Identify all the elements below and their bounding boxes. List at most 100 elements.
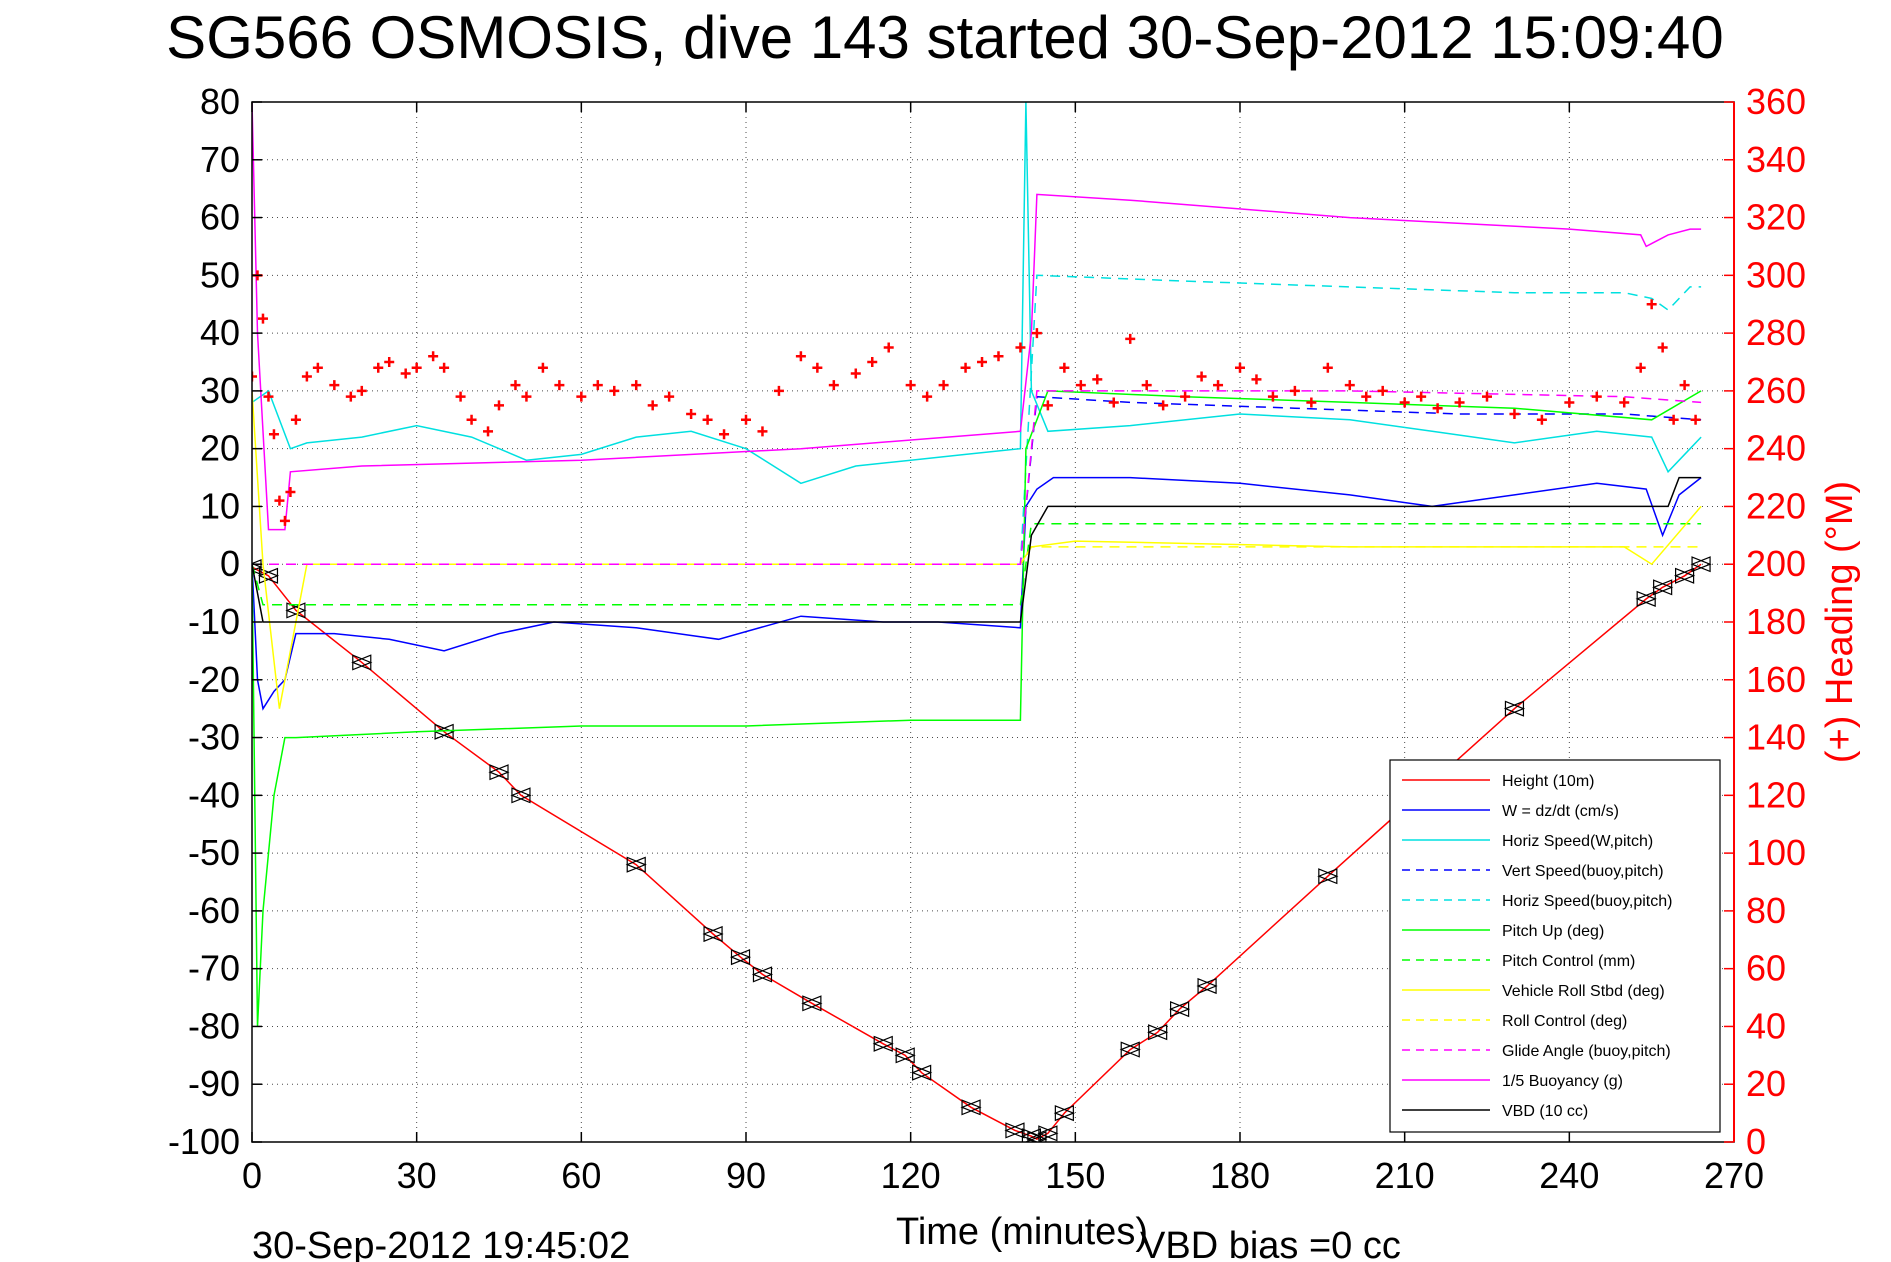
heading-point [345, 391, 356, 402]
heading-point [1289, 385, 1300, 396]
height-marker [488, 764, 509, 781]
heading-point [905, 380, 916, 391]
heading-point [1454, 397, 1465, 408]
heading-point [411, 362, 422, 373]
series-line [252, 102, 1702, 531]
heading-point [537, 362, 548, 373]
footer-timestamp: 30-Sep-2012 19:45:02 [252, 1225, 630, 1262]
legend-entry: Horiz Speed(W,pitch) [1502, 833, 1653, 850]
heading-point [263, 391, 274, 402]
height-marker [1147, 1024, 1168, 1041]
heading-point [1416, 391, 1427, 402]
heading-point [1251, 374, 1262, 385]
y-tick-label: 80 [200, 81, 240, 122]
y-right-tick-label: 280 [1746, 312, 1806, 353]
heading-point [428, 351, 439, 362]
y-right-tick-label: 200 [1746, 543, 1806, 584]
series-12 [252, 270, 1701, 526]
y-tick-label: 10 [200, 485, 240, 526]
heading-point [576, 391, 587, 402]
y-right-tick-label: 80 [1746, 890, 1786, 931]
heading-point [757, 426, 768, 437]
heading-point [1509, 409, 1520, 419]
series-line [252, 395, 1702, 565]
height-marker [1652, 579, 1673, 596]
y-tick-label: 60 [200, 197, 240, 238]
y-right-tick-label: 360 [1746, 81, 1806, 122]
height-marker [1169, 1001, 1190, 1018]
legend-entry: Pitch Control (mm) [1502, 953, 1635, 970]
heading-point [795, 351, 806, 362]
heading-point [1399, 397, 1410, 408]
height-marker [1119, 1041, 1140, 1058]
heading-point [1015, 342, 1026, 353]
y-tick-label: -80 [188, 1005, 240, 1046]
y-right-tick-label: 160 [1746, 659, 1806, 700]
axis-ticks: 0 30 60 90 120 150 180 210 240 270 80 70 60 50 40 30 20 1… [168, 81, 1806, 1196]
heading-point [494, 400, 504, 411]
height-marker [1053, 1105, 1074, 1122]
y-right-tick-label: 180 [1746, 601, 1806, 642]
heading-point [1196, 371, 1207, 382]
legend-entry: Height (10m) [1502, 773, 1594, 790]
heading-point [828, 380, 839, 391]
heading-point [1125, 333, 1136, 344]
height-marker [1037, 1125, 1058, 1142]
heading-point [1031, 328, 1042, 339]
legend-entry: W = dz/dt (cm/s) [1502, 803, 1619, 820]
heading-point [1591, 391, 1602, 402]
series-line [252, 563, 1702, 1140]
heading-point [1619, 397, 1630, 408]
height-marker [1673, 567, 1695, 584]
heading-point [977, 357, 988, 367]
y-tick-label: -100 [168, 1121, 240, 1162]
heading-point [510, 380, 521, 391]
heading-point [1322, 362, 1333, 373]
y-tick-label: -10 [188, 601, 240, 642]
height-marker [960, 1099, 981, 1116]
heading-point [301, 371, 312, 382]
y-tick-label: -70 [188, 948, 240, 989]
height-marker [433, 723, 454, 740]
height-marker [252, 559, 262, 576]
height-marker [1026, 1131, 1047, 1142]
heading-point [257, 313, 268, 324]
x-tick-label: 0 [242, 1155, 262, 1196]
heading-point [274, 495, 285, 506]
y-right-tick-label: 120 [1746, 774, 1806, 815]
series-5 [252, 390, 1702, 1027]
heading-point [960, 362, 971, 373]
height-marker [1317, 868, 1338, 885]
series-8 [252, 546, 1702, 565]
x-tick-label: 30 [397, 1155, 437, 1196]
y-right-tick-label: 40 [1746, 1005, 1786, 1046]
heading-point [285, 487, 296, 497]
legend-entry: Pitch Up (deg) [1502, 923, 1604, 940]
y-axis-right-label: (+) Heading (°M) [1819, 481, 1861, 763]
height-marker [751, 966, 773, 983]
heading-point [1158, 400, 1169, 411]
legend-entry: Horiz Speed(buoy,pitch) [1502, 893, 1672, 910]
heading-point [1235, 362, 1245, 373]
y-tick-label: -20 [188, 659, 240, 700]
legend: Height (10m) W = dz/dt (cm/s) Horiz Speed(… [1389, 759, 1721, 1133]
height-marker [1004, 1122, 1025, 1139]
legend-box [1389, 759, 1721, 1133]
height-marker [1690, 556, 1711, 573]
heading-point [268, 429, 279, 440]
y-right-tick-label: 220 [1746, 485, 1806, 526]
heading-point [1267, 391, 1278, 402]
y-tick-label: 0 [220, 543, 240, 584]
heading-point [554, 380, 565, 391]
x-tick-label: 240 [1539, 1155, 1599, 1196]
series-3 [252, 395, 1702, 565]
heading-point [938, 380, 949, 391]
heading-point [773, 385, 784, 396]
series-line [252, 546, 1702, 565]
heading-point [279, 515, 290, 526]
x-axis-label: Time (minutes) [896, 1211, 1148, 1253]
x-tick-label: 120 [881, 1155, 941, 1196]
height-marker [1196, 977, 1217, 995]
legend-entry: Vert Speed(buoy,pitch) [1502, 863, 1664, 880]
series-line [252, 390, 1702, 1027]
